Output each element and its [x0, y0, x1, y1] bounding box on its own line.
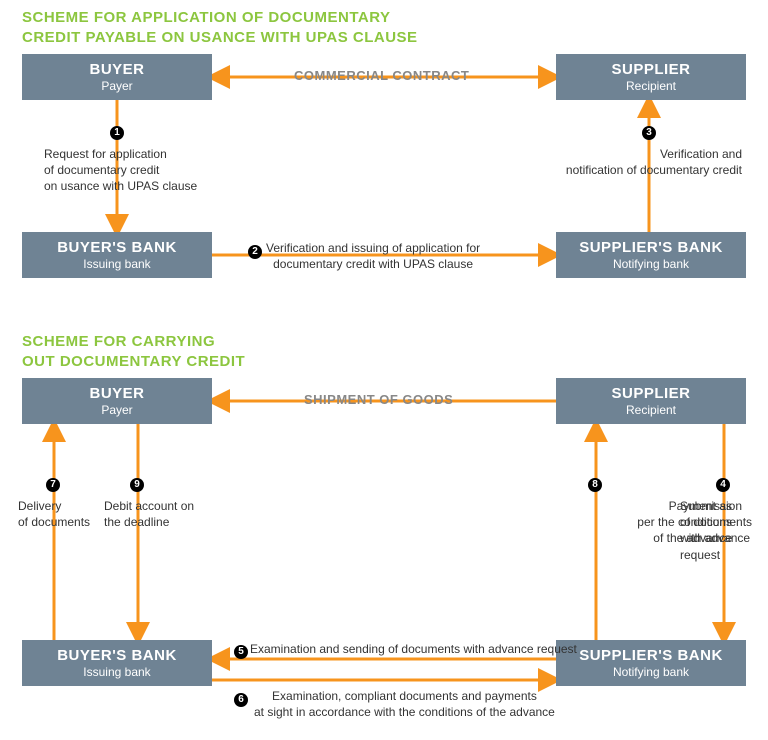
step-badge-4: 4 [716, 478, 730, 492]
section2-title-line1: SCHEME FOR CARRYING [22, 333, 215, 350]
node-sub: Payer [101, 79, 132, 93]
step-badge-1: 1 [110, 126, 124, 140]
node-title: BUYER'S BANK [57, 239, 177, 256]
step-badge-2: 2 [248, 245, 262, 259]
step-badge-8: 8 [588, 478, 602, 492]
step-badge-7: 7 [46, 478, 60, 492]
node-supplier: SUPPLIERRecipient [556, 54, 746, 100]
node-title: BUYER [89, 61, 144, 78]
node-sub: Issuing bank [83, 665, 150, 679]
section1-title-line1: SCHEME FOR APPLICATION OF DOCUMENTARY [22, 9, 391, 26]
step-text-8: Payment asper the conditionsof the advan… [542, 498, 732, 547]
step-text-7: Deliveryof documents [18, 498, 90, 530]
node-title: SUPPLIER [611, 61, 690, 78]
step-text-9: Debit account onthe deadline [104, 498, 194, 530]
section1-title: SCHEME FOR APPLICATION OF DOCUMENTARY CR… [22, 8, 418, 47]
node-title: BUYER [89, 385, 144, 402]
step-text-1: Request for applicationof documentary cr… [44, 146, 197, 195]
node-title: SUPPLIER'S BANK [579, 239, 723, 256]
step-badge-9: 9 [130, 478, 144, 492]
node-buyer-bank2: BUYER'S BANKIssuing bank [22, 640, 212, 686]
node-sub: Notifying bank [613, 257, 689, 271]
node-sub: Recipient [626, 79, 676, 93]
node-sub: Payer [101, 403, 132, 417]
node-title: BUYER'S BANK [57, 647, 177, 664]
node-sub: Issuing bank [83, 257, 150, 271]
node-buyer2: BUYERPayer [22, 378, 212, 424]
node-sub: Notifying bank [613, 665, 689, 679]
step-text-2: Verification and issuing of application … [266, 240, 480, 272]
section1-title-line2: CREDIT PAYABLE ON USANCE WITH UPAS CLAUS… [22, 29, 418, 46]
node-buyer-bank: BUYER'S BANKIssuing bank [22, 232, 212, 278]
step-text-3: Verification andnotification of document… [552, 146, 742, 178]
step-badge-3: 3 [642, 126, 656, 140]
step-badge-5: 5 [234, 645, 248, 659]
step-text-6: Examination, compliant documents and pay… [254, 688, 555, 720]
shipment-of-goods-label: SHIPMENT OF GOODS [304, 392, 453, 407]
node-title: SUPPLIER'S BANK [579, 647, 723, 664]
node-buyer: BUYERPayer [22, 54, 212, 100]
node-supplier2: SUPPLIERRecipient [556, 378, 746, 424]
node-supplier-bank: SUPPLIER'S BANKNotifying bank [556, 232, 746, 278]
node-supplier-bank2: SUPPLIER'S BANKNotifying bank [556, 640, 746, 686]
section2-title-line2: OUT DOCUMENTARY CREDIT [22, 353, 245, 370]
commercial-contract-label: COMMERCIAL CONTRACT [294, 68, 469, 83]
node-title: SUPPLIER [611, 385, 690, 402]
step-badge-6: 6 [234, 693, 248, 707]
section2-title: SCHEME FOR CARRYING OUT DOCUMENTARY CRED… [22, 332, 245, 371]
node-sub: Recipient [626, 403, 676, 417]
step-text-5: Examination and sending of documents wit… [250, 641, 577, 657]
